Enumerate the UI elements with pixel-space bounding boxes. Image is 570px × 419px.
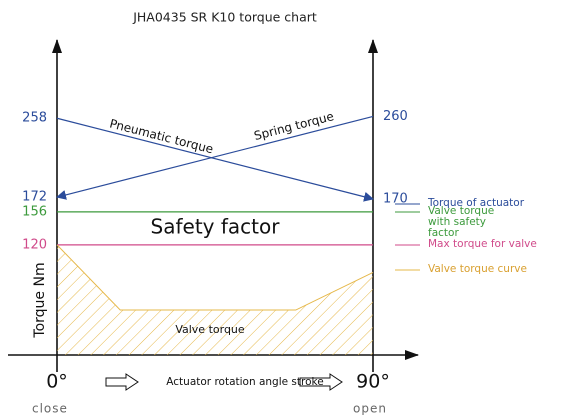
x-tick-label: 0° <box>46 371 68 393</box>
series-line <box>56 117 374 202</box>
area <box>57 244 373 355</box>
arrow-icon <box>105 373 139 391</box>
series-line <box>56 115 374 200</box>
y2-tick-label: 170 <box>383 192 408 207</box>
series-line <box>56 244 374 311</box>
legend-label: Torque of actuator <box>428 197 525 209</box>
series-annotation: Safety factor <box>151 214 281 238</box>
chart-title: JHA0435 SR K10 torque chart <box>132 10 317 25</box>
series-annotation: Pneumatic torque <box>108 116 215 156</box>
x-axis-label: Actuator rotation angle stroke <box>166 376 323 388</box>
series-annotation: Spring torque <box>252 109 335 143</box>
y-tick-label: 258 <box>22 111 47 126</box>
x-tick-sublabel: open <box>353 402 387 416</box>
arrow-icon <box>299 373 343 391</box>
x-tick-label: 90° <box>356 371 390 393</box>
legend-label: Valve torque with safety factor <box>428 205 495 239</box>
y2-tick-label: 260 <box>383 109 408 124</box>
series-annotation: Valve torque <box>175 323 245 336</box>
y-tick-label: 156 <box>22 204 47 219</box>
y-tick-label: 172 <box>22 190 47 205</box>
x-tick-sublabel: close <box>32 402 68 416</box>
y-tick-label: 120 <box>22 237 47 252</box>
legend-label: Max torque for valve <box>428 238 537 250</box>
y-axis-label: Torque Nm <box>32 262 48 338</box>
legend-label: Valve torque curve <box>428 263 527 275</box>
